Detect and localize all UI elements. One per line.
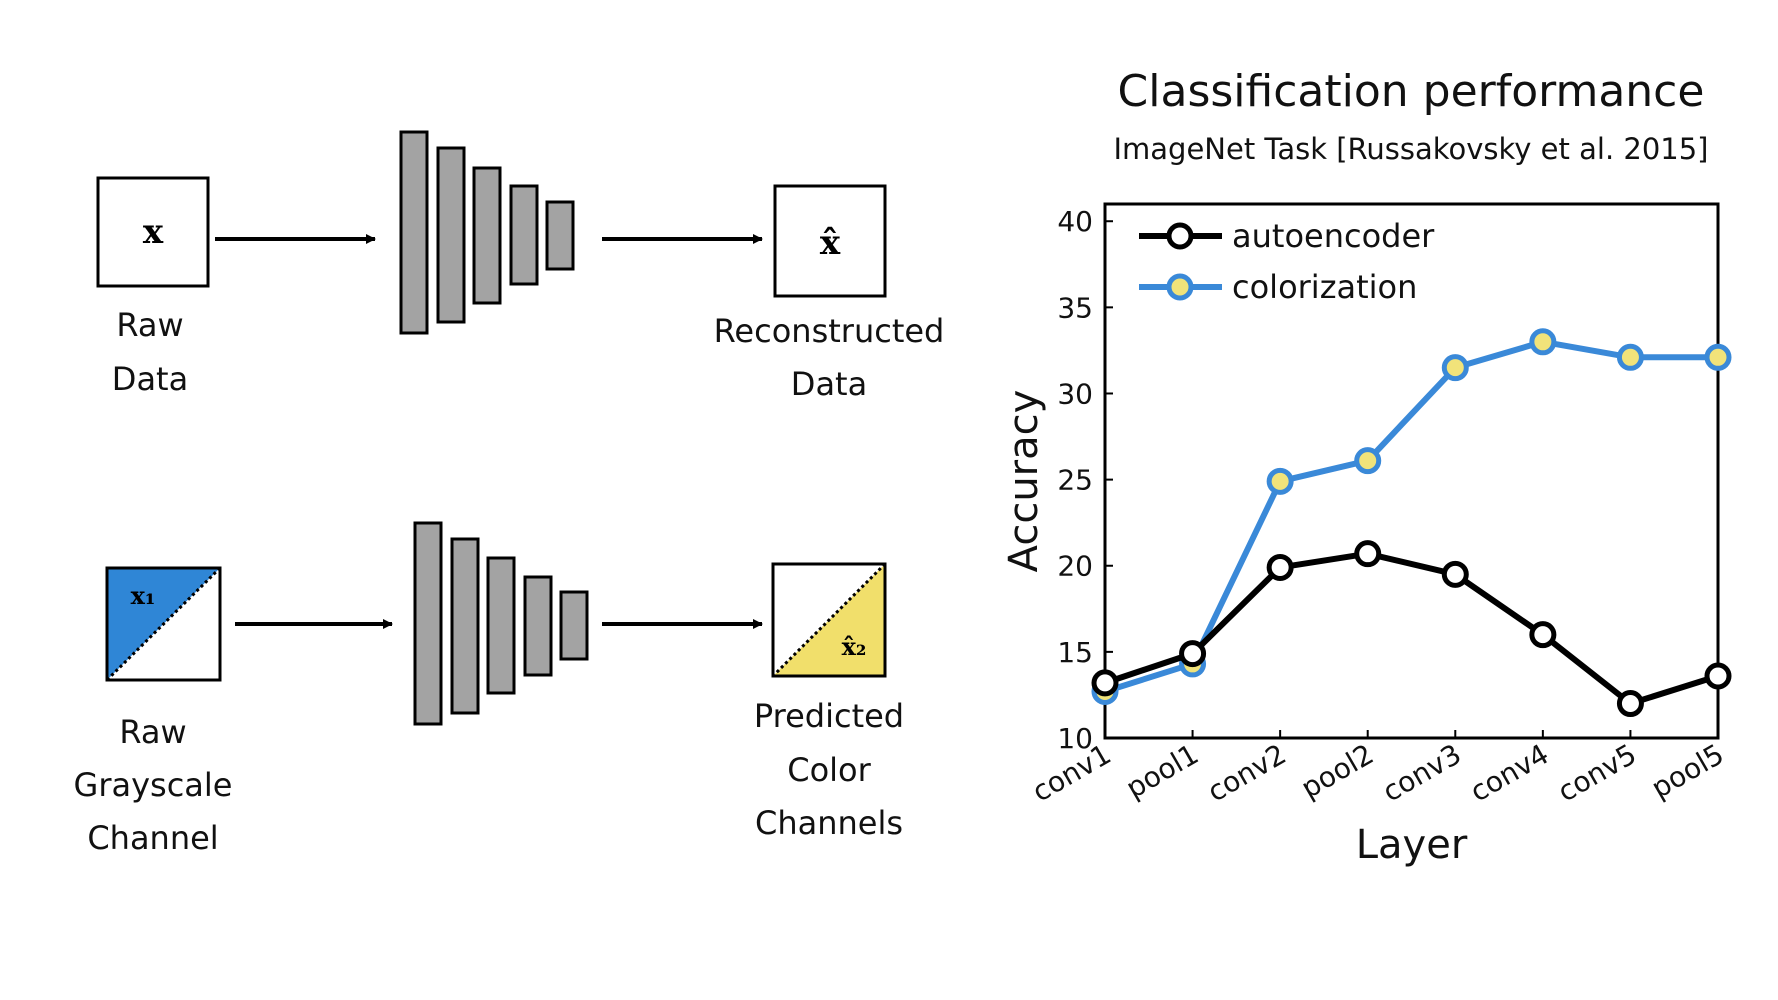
- y-tick-label: 25: [1057, 464, 1093, 497]
- raw-data-symbol: x: [143, 212, 164, 252]
- colorization-diagram: x₁ Raw Grayscale Channel x̂₂ Predicted C…: [74, 521, 904, 857]
- raw-data-label-line2: Data: [112, 360, 188, 398]
- raw-data-box: [96, 176, 210, 288]
- x-tick-label: pool5: [1646, 737, 1730, 804]
- network-layer: [472, 166, 502, 305]
- x-tick-label: pool1: [1120, 737, 1204, 804]
- network-layer: [399, 130, 429, 335]
- y-tick-label: 40: [1057, 205, 1093, 238]
- color-label-line3: Channels: [755, 804, 903, 842]
- raw-data-label-line1: Raw: [116, 306, 183, 344]
- encoder-network-top: [399, 130, 575, 335]
- reconstructed-data-symbol: x̂: [820, 223, 841, 263]
- legend-label-autoencoder: autoencoder: [1232, 217, 1435, 255]
- network-layer: [559, 590, 589, 661]
- x-tick-label: pool2: [1295, 737, 1379, 804]
- color-symbol: x̂₂: [842, 632, 867, 661]
- network-layer: [486, 556, 516, 695]
- data-point-autoencoder: [1091, 669, 1119, 697]
- encoder-network-bottom: [413, 521, 589, 726]
- x-tick-label: conv3: [1377, 737, 1467, 808]
- grayscale-label-line1: Raw: [119, 713, 186, 751]
- data-point-autoencoder: [1616, 690, 1644, 718]
- y-tick-label: 10: [1057, 722, 1093, 755]
- grayscale-symbol: x₁: [131, 581, 156, 610]
- reconstructed-data-label-line2: Data: [791, 365, 867, 403]
- chart-subtitle: ImageNet Task [Russakovsky et al. 2015]: [1113, 132, 1708, 166]
- autoencoder-diagram: x Raw Data x̂ Reconstructed Data: [96, 130, 945, 403]
- data-point-colorization: [1704, 343, 1732, 371]
- grayscale-channel-box: x₁: [105, 566, 222, 682]
- color-box-outline: [771, 562, 887, 678]
- grayscale-diagonal: [105, 566, 222, 682]
- data-point-colorization: [1616, 343, 1644, 371]
- data-point-colorization: [1354, 447, 1382, 475]
- color-diagonal: [771, 562, 887, 678]
- reconstructed-data-box: [773, 184, 887, 298]
- data-point-autoencoder: [1441, 560, 1469, 588]
- color-label-line2: Color: [787, 751, 871, 789]
- data-point-colorization: [1529, 328, 1557, 356]
- data-point-autoencoder: [1179, 640, 1207, 668]
- legend-marker-colorization: [1166, 273, 1194, 301]
- reconstructed-data-label-line1: Reconstructed: [714, 312, 945, 350]
- y-tick-label: 20: [1057, 550, 1093, 583]
- data-point-autoencoder: [1529, 621, 1557, 649]
- network-layer: [523, 575, 553, 677]
- data-point-autoencoder: [1354, 540, 1382, 568]
- x-axis-label: Layer: [1356, 822, 1468, 868]
- color-channels-box: x̂₂: [771, 562, 887, 678]
- plot-frame: [1103, 202, 1720, 740]
- chart: Classification performance ImageNet Task…: [1001, 66, 1732, 868]
- series-line-autoencoder: [1104, 550, 1719, 707]
- network-layer: [413, 521, 443, 726]
- data-point-colorization: [1266, 467, 1294, 495]
- grayscale-label-line3: Channel: [87, 819, 218, 857]
- legend-marker-autoencoder: [1166, 222, 1194, 250]
- network-layer: [545, 200, 575, 271]
- grayscale-label-line2: Grayscale: [74, 766, 233, 804]
- grayscale-box-outline: [105, 566, 222, 682]
- color-label-line1: Predicted: [754, 697, 904, 735]
- series-line-colorization: [1104, 338, 1718, 695]
- chart-title: Classification performance: [1118, 66, 1705, 117]
- network-layer: [450, 537, 480, 715]
- y-tick-label: 30: [1057, 377, 1093, 410]
- data-point-autoencoder: [1704, 662, 1732, 690]
- y-tick-label: 35: [1057, 291, 1093, 324]
- network-layer: [509, 184, 539, 286]
- legend-label-colorization: colorization: [1232, 268, 1417, 306]
- x-tick-label: conv2: [1202, 737, 1292, 808]
- network-layer: [436, 146, 466, 324]
- x-tick-label: conv4: [1465, 737, 1555, 808]
- x-tick-label: conv5: [1552, 737, 1642, 808]
- y-axis-label: Accuracy: [1001, 390, 1047, 573]
- data-point-colorization: [1441, 354, 1469, 382]
- y-tick-label: 15: [1057, 636, 1093, 669]
- data-point-autoencoder: [1266, 553, 1294, 581]
